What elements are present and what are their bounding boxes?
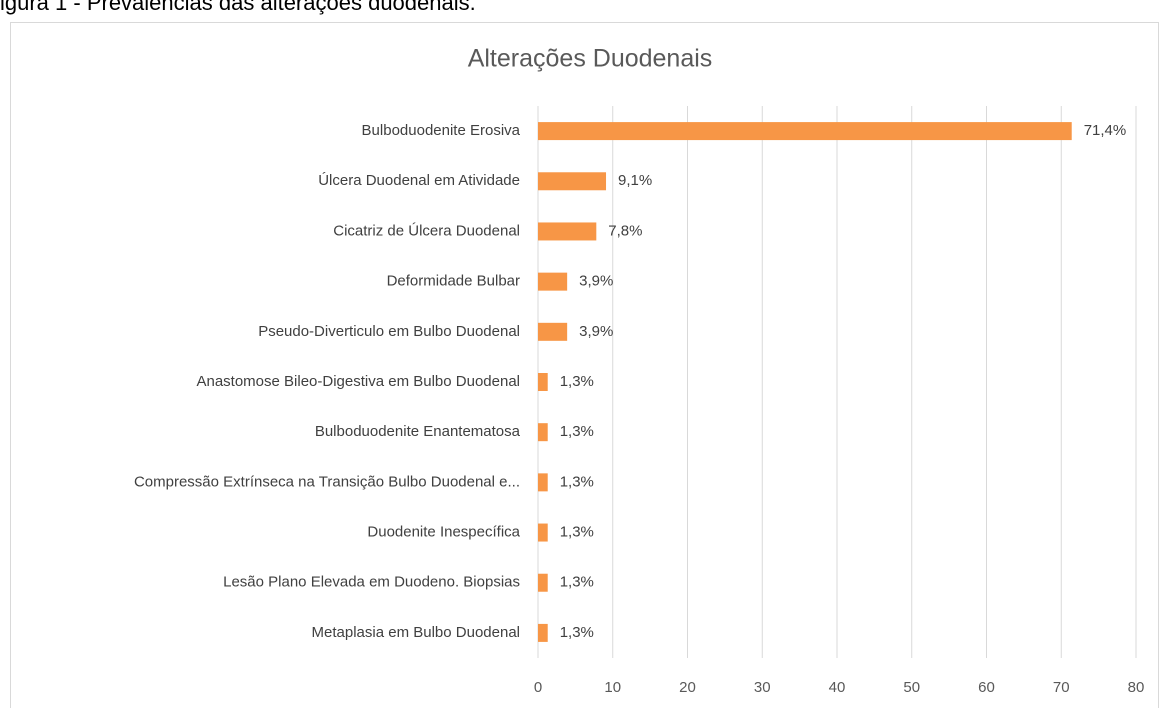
y-tick-label: Duodenite Inespecífica — [367, 524, 520, 541]
bar — [538, 623, 548, 642]
bar — [538, 523, 548, 542]
value-label: 1,3% — [560, 423, 594, 440]
x-tick-label: 40 — [829, 679, 846, 696]
value-label: 1,3% — [560, 574, 594, 591]
y-tick-label: Bulboduodenite Enantematosa — [315, 423, 521, 440]
y-tick-label: Pseudo-Diverticulo em Bulbo Duodenal — [258, 323, 520, 340]
value-label: 71,4% — [1084, 122, 1127, 139]
x-tick-label: 60 — [978, 679, 995, 696]
x-tick-label: 50 — [903, 679, 920, 696]
value-label: 3,9% — [579, 273, 613, 290]
y-tick-label: Compressão Extrínseca na Transição Bulbo… — [134, 473, 520, 490]
chart-title: Alterações Duodenais — [468, 45, 713, 73]
value-label: 1,3% — [560, 524, 594, 541]
bar — [538, 573, 548, 592]
x-tick-label: 20 — [679, 679, 696, 696]
y-tick-label: Cicatriz de Úlcera Duodenal — [333, 222, 520, 239]
y-tick-label: Bulboduodenite Erosiva — [362, 122, 521, 139]
bar — [538, 473, 548, 492]
value-label: 1,3% — [560, 373, 594, 390]
bar — [538, 172, 607, 191]
x-tick-label: 30 — [754, 679, 771, 696]
value-label: 1,3% — [560, 473, 594, 490]
x-tick-label: 70 — [1053, 679, 1070, 696]
y-tick-label: Lesão Plano Elevada em Duodeno. Biopsias — [223, 574, 520, 591]
bar — [538, 122, 1072, 141]
x-tick-label: 0 — [534, 679, 542, 696]
value-label: 1,3% — [560, 624, 594, 641]
value-label: 3,9% — [579, 323, 613, 340]
x-tick-label: 80 — [1128, 679, 1145, 696]
value-label: 9,1% — [618, 172, 652, 189]
bar — [538, 373, 548, 391]
bar — [538, 423, 548, 442]
bar — [538, 222, 597, 241]
y-tick-label: Deformidade Bulbar — [387, 273, 520, 290]
bar — [538, 322, 568, 341]
bar — [538, 272, 568, 291]
y-tick-label: Úlcera Duodenal em Atividade — [318, 172, 520, 189]
y-tick-label: Anastomose Bileo-Digestiva em Bulbo Duod… — [196, 373, 520, 390]
y-tick-label: Metaplasia em Bulbo Duodenal — [312, 624, 520, 641]
figure-caption: igura 1 - Prevalências das alterações du… — [0, 0, 476, 15]
chart-frame — [10, 22, 1159, 708]
x-tick-label: 10 — [604, 679, 621, 696]
value-label: 7,8% — [608, 222, 642, 239]
